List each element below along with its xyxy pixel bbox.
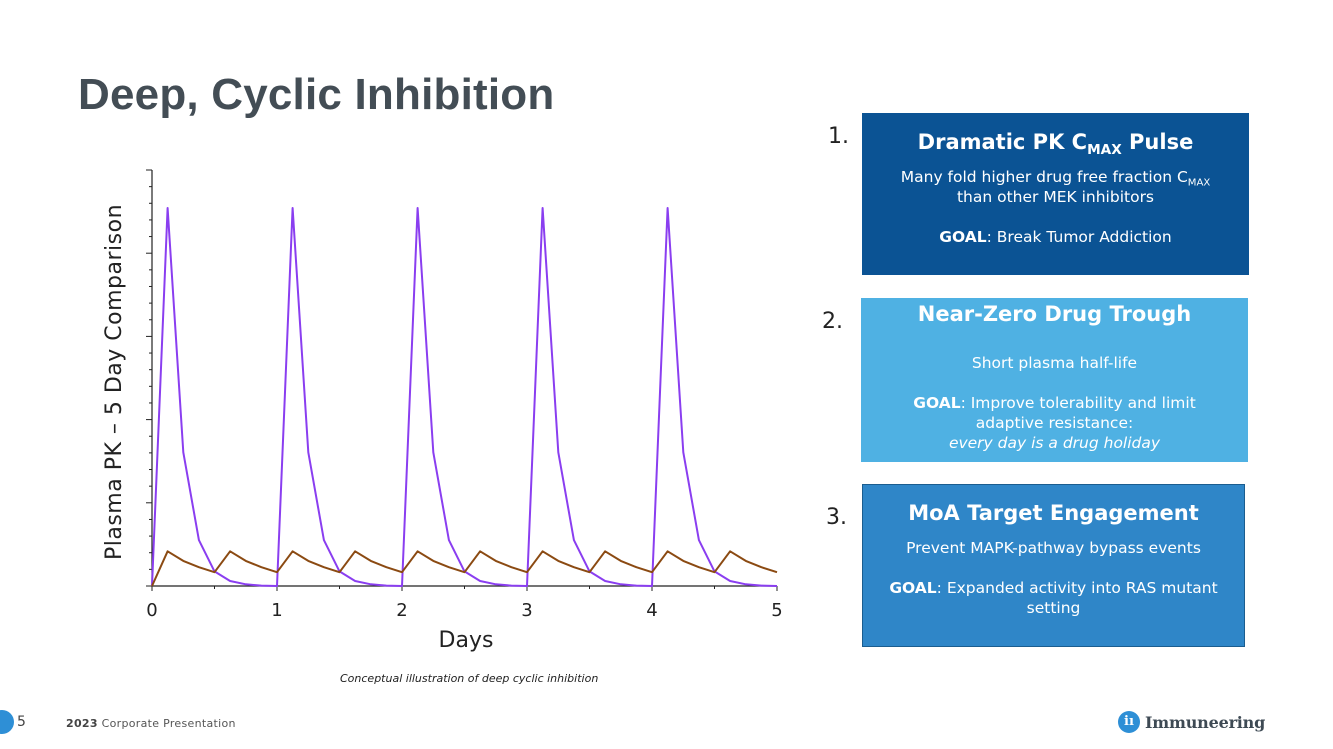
y-axis-label: Plasma PK – 5 Day Comparison [102, 204, 127, 560]
target-engagement-heading: MoA Target Engagement [908, 501, 1199, 525]
chart-caption: Conceptual illustration of deep cyclic i… [340, 672, 599, 685]
target-engagement-line1: Prevent MAPK-pathway bypass events [906, 539, 1201, 557]
footer-label: 2023 Corporate Presentation [66, 717, 236, 730]
x-axis-label: Days [439, 628, 494, 653]
x-tick-label: 4 [646, 600, 657, 621]
target-engagement-box: MoA Target Engagement Prevent MAPK-pathw… [862, 484, 1245, 647]
logo-mark-icon: iı [1118, 711, 1140, 733]
x-tick-label: 3 [521, 600, 532, 621]
item-number-3: 3. [826, 505, 847, 530]
footer-dot [0, 710, 14, 734]
drug-trough-line1: Short plasma half-life [971, 354, 1138, 372]
item-number-1: 1. [828, 124, 849, 149]
chart-series [151, 207, 778, 587]
item-number-2: 2. [822, 309, 843, 334]
x-tick-label: 2 [396, 600, 407, 621]
logo-text: Immuneering [1145, 712, 1266, 732]
page-number: 5 [17, 714, 26, 730]
drug-trough-heading: Near-Zero Drug Trough [917, 302, 1192, 326]
drug-trough-goal: GOAL: Improve tolerability and limit ada… [913, 394, 1196, 432]
page-title: Deep, Cyclic Inhibition [78, 70, 555, 119]
pk-pulse-line1: Many fold higher drug free fraction CMAX [900, 168, 1211, 189]
pk-pulse-box: Dramatic PK CMAX Pulse Many fold higher … [862, 113, 1249, 275]
target-engagement-goal: GOAL: Expanded activity into RAS mutant … [889, 579, 1218, 617]
x-tick-label: 5 [771, 600, 782, 621]
drug-trough-goal-italic: every day is a drug holiday [948, 434, 1161, 452]
pk-chart: 0 1 2 3 4 5 Plasma PK – 5 Day Comparison Days [102, 169, 783, 653]
drug-trough-box: Near-Zero Drug Trough Short plasma half-… [861, 298, 1248, 462]
pk-pulse-heading: Dramatic PK CMAX Pulse [917, 130, 1194, 158]
pk-pulse-goal: GOAL: Break Tumor Addiction [939, 228, 1172, 246]
x-tick-label: 0 [146, 600, 157, 621]
x-tick-label: 1 [271, 600, 282, 621]
series-line-1 [151, 207, 778, 587]
company-logo: iı Immuneering [1118, 711, 1265, 733]
y-axis-ticks [146, 169, 152, 587]
x-axis-ticks: 0 1 2 3 4 5 [146, 586, 783, 621]
series-line-2 [151, 550, 778, 587]
pk-pulse-line2: than other MEK inhibitors [956, 188, 1155, 206]
